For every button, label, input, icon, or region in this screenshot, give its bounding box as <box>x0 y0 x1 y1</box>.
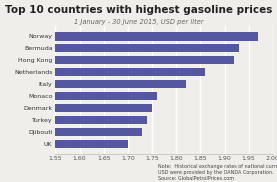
Bar <box>55 104 152 112</box>
Bar <box>55 128 142 136</box>
Text: Note:  Historical exchange rates of national currencies to
USD were provided by : Note: Historical exchange rates of natio… <box>158 165 277 181</box>
Text: Top 10 countries with highest gasoline prices: Top 10 countries with highest gasoline p… <box>5 5 272 15</box>
Text: 1 January - 30 June 2015, USD per liter: 1 January - 30 June 2015, USD per liter <box>74 19 203 25</box>
Bar <box>55 32 258 41</box>
Bar <box>55 56 234 64</box>
Bar <box>55 80 186 88</box>
Bar <box>55 44 239 52</box>
Bar <box>55 68 205 76</box>
Bar <box>55 92 157 100</box>
Bar <box>55 116 147 124</box>
Bar <box>55 140 128 148</box>
